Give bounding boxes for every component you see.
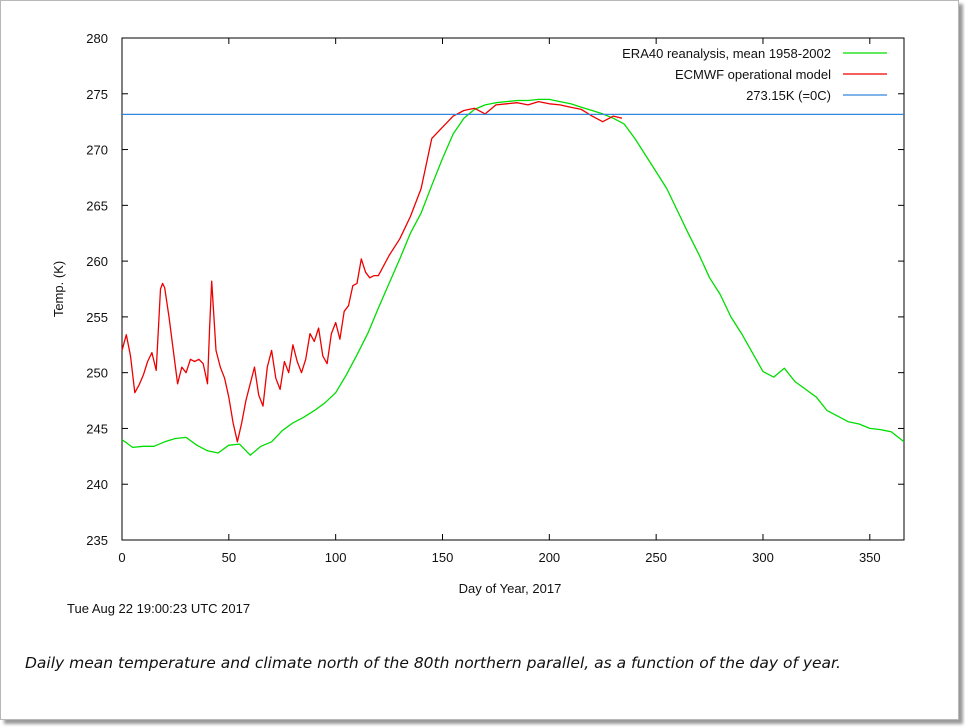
figure-caption: Daily mean temperature and climate north… <box>25 654 841 672</box>
series-line-2 <box>121 100 623 443</box>
y-tick-label: 280 <box>86 31 108 46</box>
x-tick-label: 200 <box>538 550 560 565</box>
legend-label-2: ECMWF operational model <box>675 67 831 82</box>
y-axis-label: Temp. (K) <box>51 261 66 317</box>
y-tick-label: 275 <box>86 87 108 102</box>
y-tick-label: 245 <box>86 421 108 436</box>
x-tick-label: 350 <box>859 550 881 565</box>
y-tick-label: 260 <box>86 254 108 269</box>
y-tick-label: 235 <box>86 533 108 548</box>
x-axis-label: Day of Year, 2017 <box>459 581 562 596</box>
y-tick-label: 265 <box>86 198 108 213</box>
plot-area <box>121 37 905 541</box>
legend-label-3: 273.15K (=0C) <box>746 88 831 103</box>
y-tick-label: 270 <box>86 143 108 158</box>
x-tick-label: 150 <box>432 550 454 565</box>
temperature-chart: 0 50 100 150 200 250 300 350 235 240 245 250 255 260 2… <box>51 31 905 596</box>
x-tick-label: 50 <box>222 550 236 565</box>
y-tick-label: 240 <box>86 477 108 492</box>
x-tick-label: 300 <box>752 550 774 565</box>
x-tick-label: 100 <box>325 550 347 565</box>
timestamp-label: Tue Aug 22 19:00:23 UTC 2017 <box>67 601 251 616</box>
legend-label-1: ERA40 reanalysis, mean 1958-2002 <box>622 46 831 61</box>
x-tick-label: 250 <box>645 550 667 565</box>
y-tick-label: 250 <box>86 366 108 381</box>
x-tick-label: 0 <box>118 550 125 565</box>
series-line-1 <box>121 98 905 456</box>
y-tick-label: 255 <box>86 310 108 325</box>
